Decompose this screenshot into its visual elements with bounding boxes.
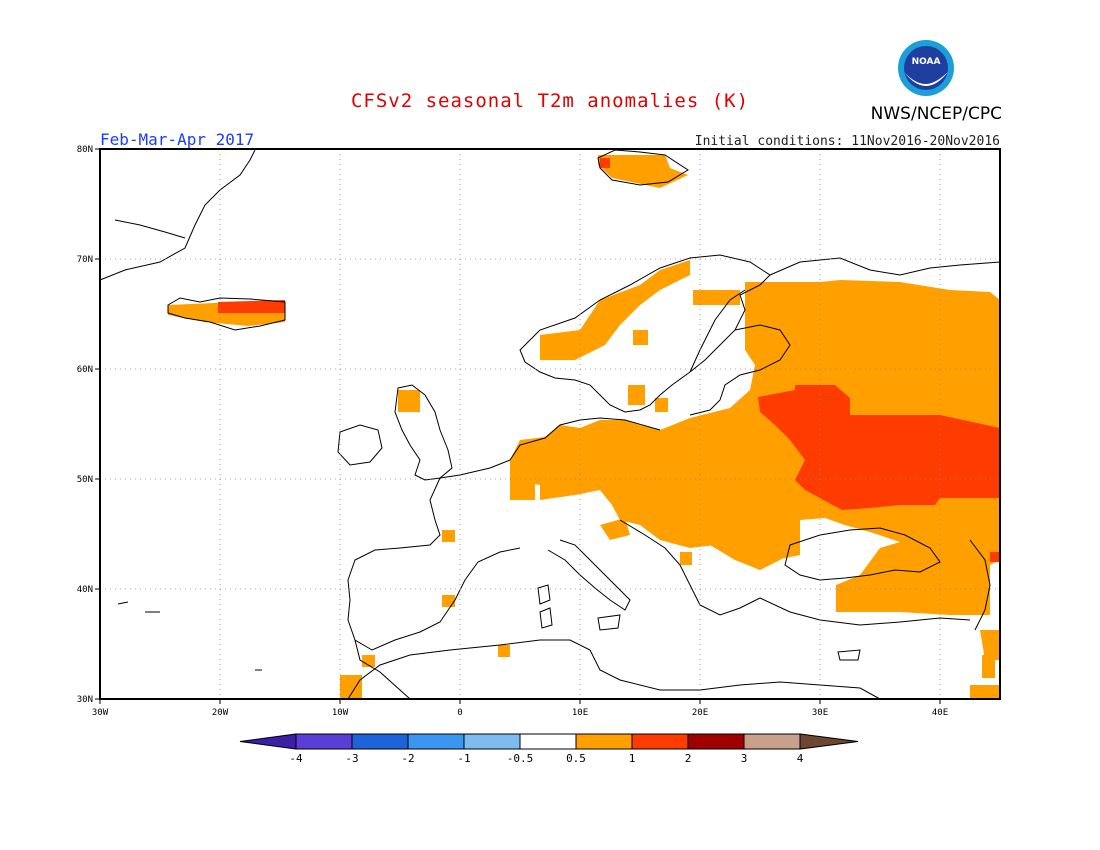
noaa-logo-icon: NOAA [898, 40, 954, 96]
colorbar-label: 1 [629, 752, 636, 765]
colorbar-arrow-right [799, 733, 859, 750]
lon-tick-label: 10W [332, 708, 349, 718]
colorbar-label: -2 [401, 752, 414, 765]
colorbar-label: -0.5 [507, 752, 534, 765]
colorbar-arrow-left [239, 733, 297, 750]
colorbar-label: -4 [289, 752, 303, 765]
colorbar-segment [743, 733, 801, 750]
lon-tick-label: 20E [692, 708, 708, 718]
coastlines [99, 149, 1001, 700]
colorbar-segment [575, 733, 633, 750]
colorbar-label: 0.5 [566, 752, 586, 765]
colorbar-label: -1 [457, 752, 470, 765]
lat-tick-label: 50N [77, 475, 93, 485]
colorbar-label: -3 [345, 752, 358, 765]
grid-lines [100, 149, 1000, 699]
map-frame [99, 148, 1001, 700]
lon-tick-label: 30E [812, 708, 828, 718]
lon-tick-label: 0 [457, 708, 462, 718]
colorbar-segment [407, 733, 465, 750]
noaa-logo-text: NOAA [912, 57, 941, 67]
agency-label: NWS/NCEP/CPC [870, 104, 1002, 124]
lon-tick-label: 30W [92, 708, 109, 718]
lat-tick-label: 60N [77, 365, 93, 375]
lon-tick-label: 10E [572, 708, 588, 718]
initial-conditions: Initial conditions: 11Nov2016-20Nov2016 [694, 134, 1000, 149]
axis-labels: 30W 20W 10W 0 10E 20E 30E 40E 80N 70N 60N 50N 40N 30N [77, 145, 948, 718]
colorbar-segment [463, 733, 521, 750]
colorbar: -4 -3 -2 -1 -0.5 0.5 1 2 3 4 [239, 733, 859, 765]
lat-tick-label: 30N [77, 695, 93, 705]
forecast-period: Feb-Mar-Apr 2017 [100, 130, 255, 149]
lat-tick-label: 40N [77, 585, 93, 595]
colorbar-label: 4 [797, 752, 804, 765]
colorbar-segment [519, 733, 577, 750]
colorbar-segment [295, 733, 353, 750]
lon-tick-label: 40E [932, 708, 948, 718]
colorbar-segment [351, 733, 409, 750]
lat-tick-label: 70N [77, 255, 93, 265]
anomaly-fill-red [218, 158, 1000, 562]
colorbar-label: 3 [741, 752, 748, 765]
chart-title: CFSv2 seasonal T2m anomalies (K) [350, 90, 750, 112]
colorbar-segment [687, 733, 745, 750]
lon-tick-label: 20W [212, 708, 229, 718]
lat-tick-label: 80N [77, 145, 93, 155]
colorbar-segment [631, 733, 689, 750]
colorbar-label: 2 [685, 752, 692, 765]
